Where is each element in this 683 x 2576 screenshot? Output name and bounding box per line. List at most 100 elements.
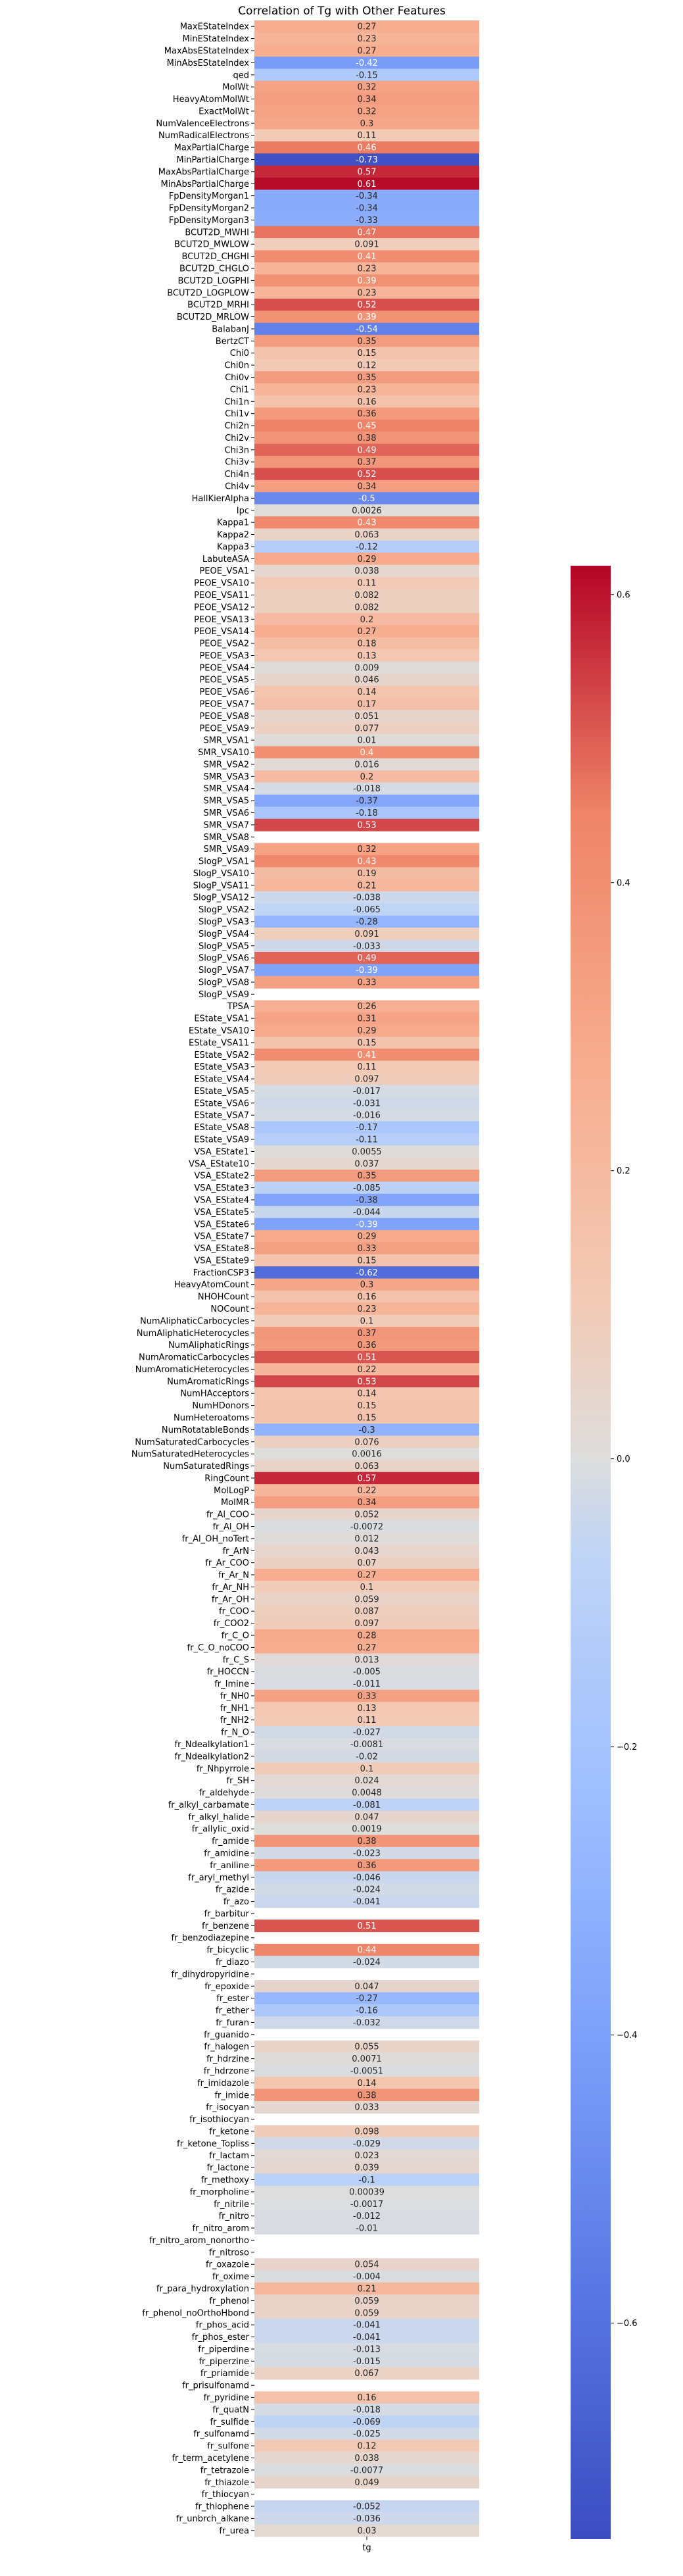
row-label: fr_SH — [227, 1776, 249, 1786]
cell-value-label: -0.023 — [353, 1849, 381, 1859]
row-label: fr_oxazole — [206, 2260, 249, 2270]
heatmap-cell — [254, 1846, 479, 1860]
cell-value-label: -0.052 — [353, 2502, 381, 2512]
row-label: SlogP_VSA8 — [199, 978, 249, 987]
cell-value-label: -0.34 — [356, 204, 378, 214]
heatmap-cell — [254, 855, 479, 868]
heatmap-cell — [254, 335, 479, 348]
cell-value-label: -0.031 — [353, 1099, 381, 1108]
heatmap-cell — [254, 2100, 479, 2114]
row-label: fr_Ar_NH — [212, 1583, 249, 1593]
heatmap-cell — [254, 1920, 479, 1933]
row-label: PEOE_VSA4 — [199, 663, 249, 673]
row-label: fr_morpholine — [190, 2187, 249, 2197]
heatmap-cell — [254, 1193, 479, 1206]
row-label: SlogP_VSA3 — [199, 918, 249, 928]
heatmap-cell — [254, 105, 479, 118]
cell-value-label: 0.098 — [354, 2127, 379, 2137]
heatmap-cell — [254, 867, 479, 880]
cell-value-label: 0.15 — [358, 1256, 377, 1266]
heatmap-cell — [254, 1339, 479, 1352]
heatmap-cell — [254, 2064, 479, 2077]
heatmap-cell — [254, 443, 479, 457]
heatmap-cell — [254, 1810, 479, 1823]
row-label: VSA_EState8 — [194, 1244, 249, 1254]
heatmap-cell — [254, 782, 479, 795]
cell-value-label: 0.29 — [358, 555, 377, 564]
row-label: EState_VSA11 — [189, 1038, 249, 1048]
row-label: PEOE_VSA6 — [199, 687, 249, 697]
colorbar-gradient — [571, 566, 611, 2539]
row-label: Kappa3 — [217, 542, 249, 552]
cell-value-label: 0.077 — [354, 724, 379, 733]
heatmap-cell — [254, 1629, 479, 1642]
row-label: fr_nitro_arom — [192, 2224, 249, 2234]
heatmap-cell — [254, 371, 479, 384]
row-label: NumHAcceptors — [180, 1389, 249, 1399]
cell-value-label: -0.0051 — [350, 2067, 383, 2077]
heatmap-cell — [254, 2403, 479, 2416]
row-label: fr_azo — [224, 1897, 249, 1907]
heatmap-cell — [254, 2318, 479, 2331]
heatmap-cell — [254, 1060, 479, 1074]
heatmap-cell — [254, 661, 479, 674]
heatmap-cell — [254, 250, 479, 263]
cell-value-label: 0.26 — [358, 1002, 377, 1012]
cell-value-label: 0.037 — [354, 1159, 379, 1169]
row-label: Chi4v — [225, 482, 249, 491]
row-label: fr_aryl_methyl — [188, 1873, 249, 1883]
cell-value-label: -0.016 — [353, 1111, 381, 1121]
cell-value-label: 0.0071 — [352, 2054, 382, 2064]
cell-value-label: -0.041 — [353, 1897, 381, 1907]
cell-value-label: 0.49 — [358, 954, 377, 964]
cell-value-label: 0.009 — [354, 663, 379, 673]
heatmap-cell — [254, 57, 479, 70]
heatmap-cell — [254, 1266, 479, 1279]
cell-value-label: 0.36 — [358, 1341, 377, 1350]
row-label: fr_isocyan — [206, 2103, 249, 2113]
cell-value-label: -0.012 — [353, 2212, 381, 2221]
heatmap-cell — [254, 298, 479, 311]
heatmap-cell — [254, 601, 479, 614]
heatmap-cell — [254, 806, 479, 820]
cell-value-label: 0.16 — [358, 2393, 377, 2403]
row-label: BCUT2D_MWHI — [185, 228, 249, 237]
row-label: NOCount — [210, 1304, 249, 1314]
cell-value-label: 0.38 — [358, 433, 377, 443]
row-label: fr_phenol — [209, 2296, 249, 2306]
heatmap-cell — [254, 964, 479, 977]
heatmap-cell — [254, 226, 479, 239]
heatmap-cell — [254, 1375, 479, 1388]
row-label: BCUT2D_CHGLO — [179, 264, 249, 274]
heatmap-cell — [254, 746, 479, 759]
cell-value-label: 0.038 — [354, 2454, 379, 2464]
cell-value-label: 0.39 — [358, 312, 377, 322]
heatmap-cell — [254, 1653, 479, 1666]
row-label: fr_sulfonamd — [193, 2429, 249, 2439]
row-label: EState_VSA5 — [194, 1087, 249, 1097]
row-label: fr_phos_ester — [192, 2333, 250, 2342]
heatmap-cell — [254, 818, 479, 831]
cell-value-label: 0.097 — [354, 1075, 379, 1085]
heatmap-cell — [254, 1520, 479, 1533]
heatmap-cell — [254, 238, 479, 251]
heatmap-cell — [254, 1072, 479, 1085]
heatmap-cell — [254, 1774, 479, 1787]
row-label: VSA_EState5 — [194, 1208, 249, 1218]
heatmap-cell — [254, 1786, 479, 1799]
row-label: FractionCSP3 — [193, 1268, 249, 1278]
cell-value-label: 0.11 — [358, 1716, 377, 1725]
row-label: fr_piperzine — [199, 2357, 249, 2367]
cell-value-label: 0.024 — [354, 1776, 379, 1786]
row-label: fr_Ndealkylation1 — [175, 1740, 249, 1750]
heatmap-cell — [254, 1085, 479, 1098]
cell-value-label: 0.38 — [358, 1837, 377, 1846]
row-label: EState_VSA7 — [194, 1111, 249, 1121]
heatmap-cell — [254, 2125, 479, 2138]
heatmap-cell — [254, 794, 479, 807]
heatmap-cell — [254, 2452, 479, 2465]
cell-value-label: -0.73 — [356, 155, 378, 165]
row-label: fr_bicyclic — [206, 1946, 249, 1956]
row-label: fr_COO2 — [214, 1619, 249, 1629]
heatmap-cell — [254, 1798, 479, 1812]
